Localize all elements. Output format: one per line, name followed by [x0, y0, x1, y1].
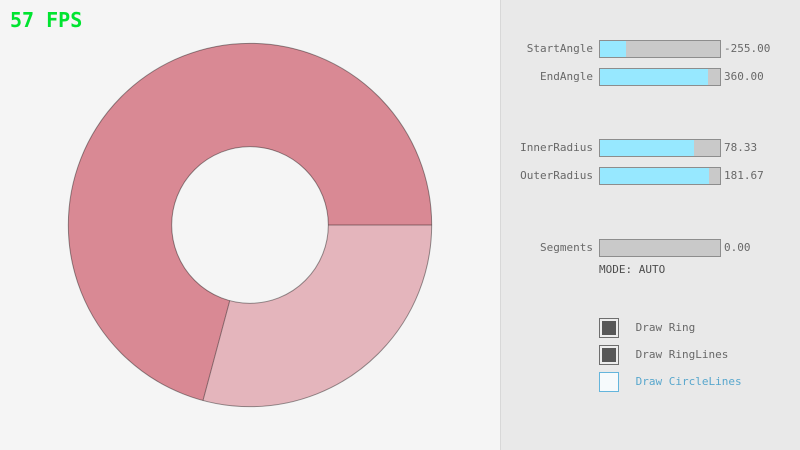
- draw-circlelines-checkbox[interactable]: [599, 371, 619, 392]
- ring-inner-outline: [171, 146, 329, 304]
- endangle-slider[interactable]: [599, 68, 721, 86]
- segments-mode-label: MODE: AUTO: [599, 263, 666, 276]
- checkbox-row-draw-circlelines: Draw CircleLines: [599, 371, 742, 392]
- innerradius-value: 78.33: [724, 141, 758, 154]
- segments-value: 0.00: [724, 241, 751, 254]
- startangle-slider[interactable]: [599, 40, 721, 58]
- checkmark-icon: [602, 320, 616, 335]
- endangle-slider-fill: [600, 69, 708, 85]
- startangle-value: -255.00: [724, 42, 771, 55]
- slider-row-startangle: StartAngle -255.00: [501, 40, 800, 58]
- outerradius-slider[interactable]: [599, 167, 721, 185]
- draw-ring-label: Draw Ring: [635, 320, 696, 334]
- outerradius-value: 181.67: [724, 169, 764, 182]
- controls-panel: StartAngle -255.00 EndAngle 360.00 Inner…: [500, 0, 800, 450]
- slider-row-segments: Segments 0.00: [501, 239, 800, 257]
- ring-canvas: [67, 42, 433, 408]
- endangle-value: 360.00: [724, 70, 764, 83]
- segments-slider[interactable]: [599, 239, 721, 257]
- slider-row-endangle: EndAngle 360.00: [501, 68, 800, 86]
- draw-ringlines-checkbox[interactable]: [599, 344, 619, 365]
- ring-outer-outline: [67, 42, 433, 408]
- draw-circlelines-label: Draw CircleLines: [635, 374, 742, 388]
- innerradius-slider-fill: [600, 140, 694, 156]
- innerradius-label: InnerRadius: [520, 141, 593, 154]
- slider-row-innerradius: InnerRadius 78.33: [501, 139, 800, 157]
- ring-overlap-region: [68, 43, 432, 401]
- outerradius-slider-fill: [600, 168, 709, 184]
- checkbox-row-draw-ringlines: Draw RingLines: [599, 344, 729, 365]
- startangle-slider-fill: [600, 41, 627, 57]
- draw-ring-checkbox[interactable]: [599, 317, 619, 338]
- slider-row-outerradius: OuterRadius 181.67: [501, 167, 800, 185]
- segments-label: Segments: [540, 241, 593, 254]
- draw-ringlines-label: Draw RingLines: [635, 347, 729, 361]
- checkbox-row-draw-ring: Draw Ring: [599, 317, 696, 338]
- ring-start-line: [202, 300, 231, 401]
- endangle-label: EndAngle: [540, 70, 593, 83]
- ring-single-region: [202, 225, 432, 407]
- fps-counter: 57 FPS: [10, 8, 83, 32]
- outerradius-label: OuterRadius: [520, 169, 593, 182]
- checkmark-icon: [602, 347, 616, 362]
- innerradius-slider[interactable]: [599, 139, 721, 157]
- startangle-label: StartAngle: [526, 42, 593, 55]
